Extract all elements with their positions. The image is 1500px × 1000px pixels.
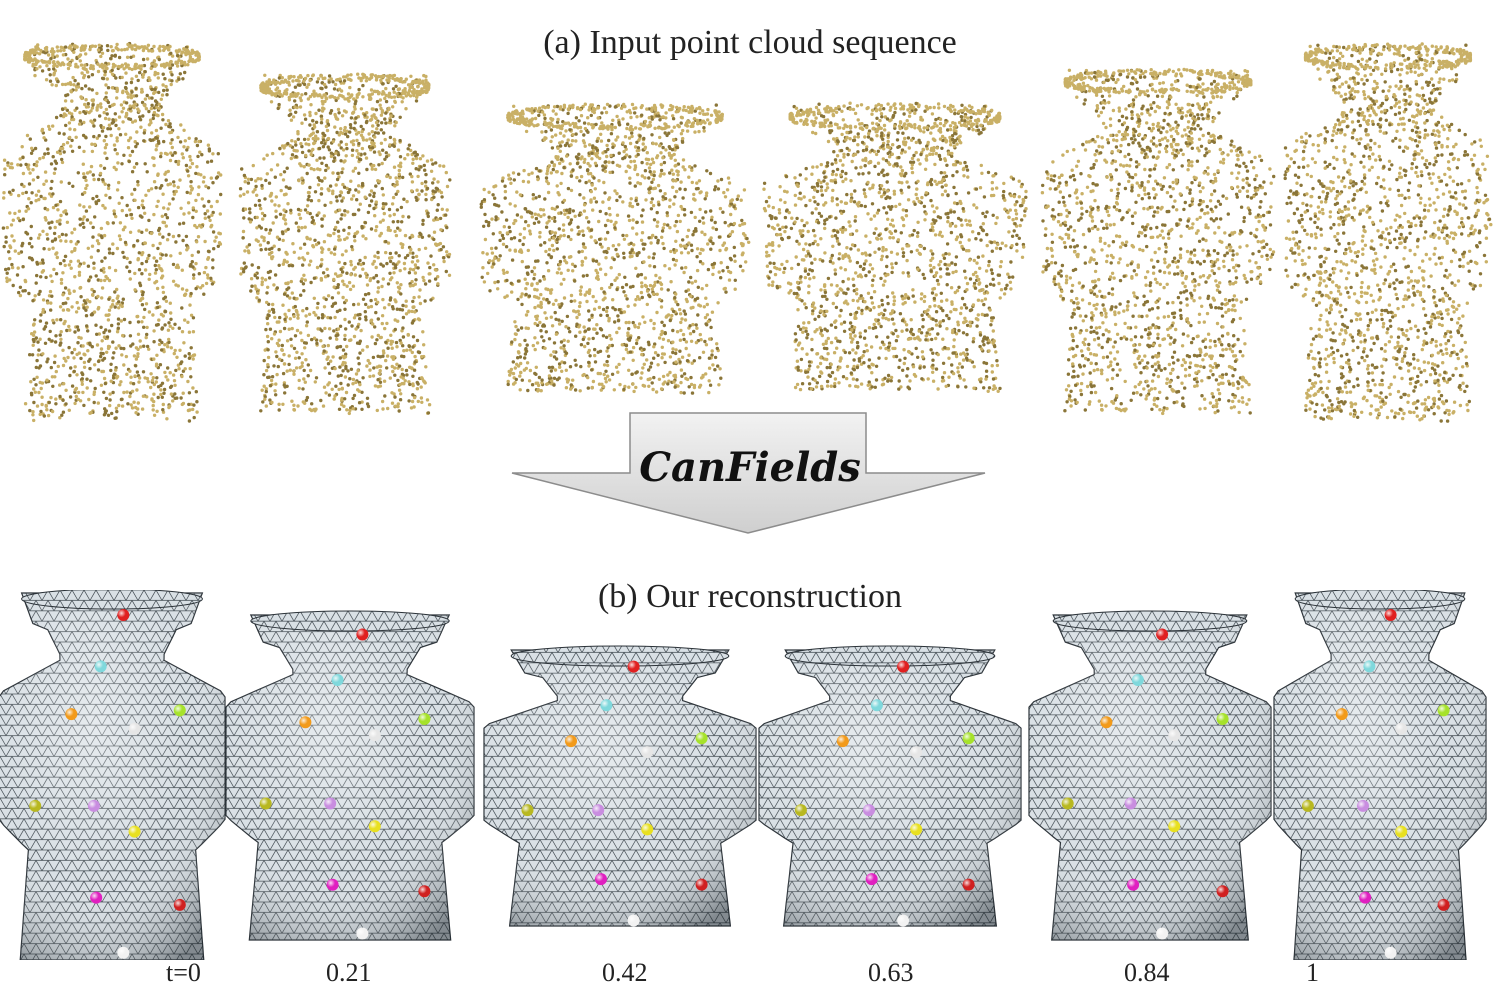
time-label-3: 0.63 — [868, 958, 914, 987]
point-cloud-frame-4 — [1040, 67, 1276, 416]
reconstruction-frame-5 — [1273, 590, 1487, 960]
reconstruction-frame-2 — [483, 645, 757, 927]
reconstruction-frame-3 — [758, 645, 1022, 927]
time-label-4: 0.84 — [1124, 958, 1170, 987]
time-label-5: 1 — [1306, 958, 1319, 987]
point-cloud-frame-0 — [1, 41, 223, 423]
reconstruction-frame-1 — [225, 610, 475, 941]
point-cloud-frame-3 — [762, 101, 1028, 393]
reconstruction-sequence — [0, 590, 1487, 960]
method-name-label: CanFields — [639, 444, 861, 491]
point-cloud-sequence — [1, 41, 1493, 423]
point-cloud-frame-5 — [1283, 42, 1493, 423]
time-label-0: t=0 — [166, 958, 201, 987]
point-cloud-frame-1 — [238, 72, 452, 416]
caption-reconstruction: (b) Our reconstruction — [597, 578, 902, 615]
point-cloud-frame-2 — [479, 102, 751, 395]
time-label-2: 0.42 — [602, 958, 648, 987]
reconstruction-frame-0 — [0, 590, 226, 960]
caption-input-point-cloud: (a) Input point cloud sequence — [543, 24, 957, 61]
time-label-1: 0.21 — [326, 958, 372, 987]
reconstruction-frame-4 — [1028, 610, 1272, 941]
